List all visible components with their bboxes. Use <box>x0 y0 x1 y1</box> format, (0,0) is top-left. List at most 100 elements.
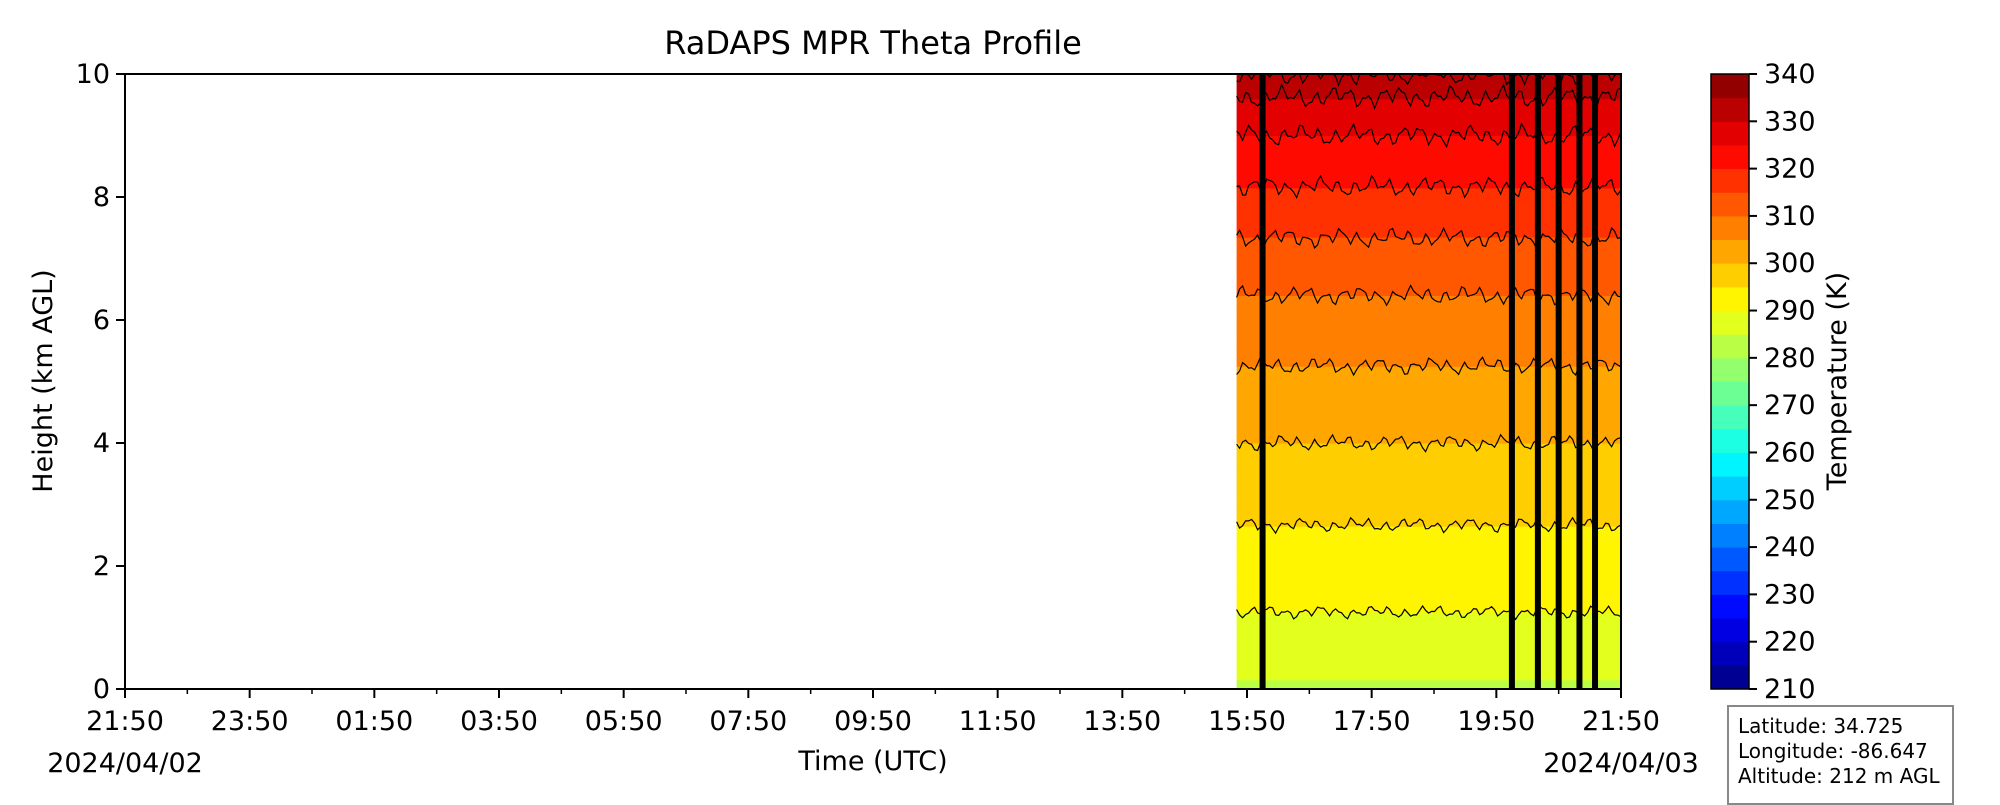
field-band <box>1236 670 1621 675</box>
field-band <box>1236 166 1621 170</box>
field-band <box>1236 363 1621 367</box>
field-band <box>1236 144 1621 149</box>
colorbar-tick-label: 320 <box>1764 154 1816 185</box>
colorbar-tick-label: 280 <box>1764 343 1816 374</box>
field-band <box>1236 667 1621 672</box>
colorbar-bin <box>1711 121 1749 146</box>
field-band <box>1236 639 1621 644</box>
field-band <box>1236 566 1621 570</box>
field-band <box>1236 273 1621 278</box>
field-band <box>1236 479 1621 484</box>
x-tick-label: 09:50 <box>834 706 912 737</box>
field-band <box>1236 645 1621 650</box>
field-band <box>1236 436 1621 441</box>
field-band <box>1236 175 1621 180</box>
colorbar-bin <box>1711 74 1749 99</box>
field-band <box>1236 74 1621 78</box>
colorbar-frame <box>1710 73 1750 690</box>
colorbar <box>1711 74 1749 690</box>
field-band <box>1236 446 1621 450</box>
field-band <box>1236 593 1621 598</box>
field-band <box>1236 95 1621 100</box>
y-tick-label: 8 <box>93 182 110 213</box>
x-axis-label: Time (UTC) <box>797 746 947 777</box>
colorbar-bin <box>1711 215 1749 241</box>
field-band <box>1236 587 1621 592</box>
colorbar-bin <box>1711 192 1749 217</box>
field-band <box>1236 556 1621 561</box>
field-band <box>1236 649 1621 653</box>
x-start-date: 2024/04/02 <box>47 748 203 779</box>
field-band <box>1236 384 1621 389</box>
x-tick-label: 01:50 <box>335 706 413 737</box>
field-band <box>1236 627 1621 632</box>
field-band <box>1236 473 1621 478</box>
y-tick-label: 0 <box>93 674 110 705</box>
field-band <box>1236 178 1621 183</box>
y-tick-label: 4 <box>93 428 110 459</box>
field-band <box>1236 129 1621 134</box>
field-band <box>1236 240 1621 244</box>
field-band <box>1236 501 1621 506</box>
x-tick-label: 13:50 <box>1083 706 1161 737</box>
field-band <box>1236 664 1621 669</box>
field-band <box>1236 369 1621 373</box>
field-band <box>1236 590 1621 595</box>
field-band <box>1236 529 1621 533</box>
field-band <box>1236 292 1621 296</box>
field-band <box>1236 252 1621 257</box>
colorbar-bin <box>1711 286 1749 312</box>
field-band <box>1236 544 1621 549</box>
field-band <box>1236 135 1621 140</box>
field-band <box>1236 682 1621 687</box>
field-band <box>1236 212 1621 217</box>
field-band <box>1236 562 1621 567</box>
field-band <box>1236 332 1621 336</box>
field-band <box>1236 578 1621 582</box>
field-band <box>1236 569 1621 573</box>
field-band <box>1236 117 1621 121</box>
field-band <box>1236 77 1621 81</box>
field-band <box>1236 150 1621 155</box>
field-band <box>1236 347 1621 352</box>
field-band <box>1236 246 1621 250</box>
field-band <box>1236 522 1621 527</box>
colorbar-tick-label: 260 <box>1764 437 1816 468</box>
field-band <box>1236 120 1621 124</box>
field-band <box>1236 326 1621 330</box>
field-band <box>1236 439 1621 444</box>
x-axis: 21:50 23:50 01:50 03:50 05:50 07:50 09:50 11:50… <box>86 689 1660 737</box>
field-band <box>1236 507 1621 512</box>
y-tick-label: 6 <box>93 305 110 336</box>
field-band <box>1236 276 1621 281</box>
field-band <box>1236 599 1621 604</box>
field-band <box>1236 538 1621 542</box>
field-band <box>1236 89 1621 94</box>
field-band <box>1236 295 1621 300</box>
field-band <box>1236 504 1621 509</box>
field-band <box>1236 513 1621 518</box>
colorbar-bin <box>1711 452 1749 477</box>
field-band <box>1236 685 1621 689</box>
missing-data-bar <box>1555 74 1562 689</box>
field-band <box>1236 132 1621 137</box>
field-band <box>1236 495 1621 499</box>
x-tick-label: 21:50 <box>1582 706 1660 737</box>
field-band <box>1236 467 1621 472</box>
field-band <box>1236 224 1621 229</box>
latitude-text: Latitude: 34.725 <box>1738 714 1904 738</box>
field-band <box>1236 169 1621 173</box>
field-band <box>1236 301 1621 306</box>
field-band <box>1236 399 1621 404</box>
field-band <box>1236 418 1621 423</box>
field-band <box>1236 227 1621 232</box>
field-band <box>1236 452 1621 456</box>
field-band <box>1236 203 1621 207</box>
field-band <box>1236 550 1621 555</box>
field-band <box>1236 172 1621 177</box>
x-tick-label: 11:50 <box>959 706 1037 737</box>
colorbar-tick-label: 310 <box>1764 201 1816 232</box>
colorbar-bin <box>1711 310 1749 335</box>
field-band <box>1236 572 1621 576</box>
colorbar-bin <box>1711 428 1749 453</box>
